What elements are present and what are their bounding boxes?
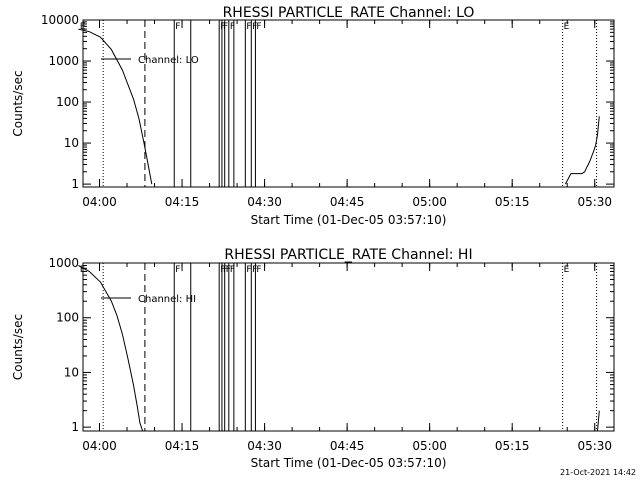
flag-label: F [220, 22, 225, 32]
flag-label: F [256, 22, 261, 32]
x-tick-label: 04:00 [82, 195, 117, 209]
x-tick-label: 04:45 [330, 195, 365, 209]
x-tick-label: 05:00 [412, 439, 447, 453]
x-tick-label: 04:15 [165, 439, 200, 453]
x-tick-label: 05:00 [412, 195, 447, 209]
y-axis-label: Counts/sec [11, 70, 25, 136]
x-axis-label: Start Time (01-Dec-05 03:57:10) [251, 456, 447, 470]
flag-label: F [175, 22, 180, 32]
y-tick-label: 1000 [48, 256, 79, 270]
flag-label: E [564, 22, 570, 32]
flag-label: E [564, 265, 570, 275]
plot-frame [82, 262, 615, 432]
x-tick-label: 05:15 [495, 195, 530, 209]
chart-title: RHESSI PARTICLE_RATE Channel: LO [223, 5, 475, 21]
x-tick-label: 04:15 [165, 195, 200, 209]
x-tick-label: 05:30 [577, 195, 612, 209]
x-tick-label: 04:45 [330, 439, 365, 453]
x-tick-label: 05:15 [495, 439, 530, 453]
flag-label: F [252, 265, 257, 275]
hi-channel-panel: RHESSI PARTICLE_RATE Channel: HI 04:00 04:… [11, 247, 615, 470]
flag-label: F [220, 265, 225, 275]
x-tick-label: 04:30 [247, 195, 282, 209]
flag-label: F [230, 22, 235, 32]
y-tick-label: 10000 [41, 13, 79, 27]
flag-label: F [252, 22, 257, 32]
y-tick-label: 10 [64, 365, 79, 379]
flag-label: E [80, 22, 86, 32]
y-axis-label: Counts/sec [11, 314, 25, 380]
flag-label: F [246, 22, 251, 32]
footer-timestamp: 21-Oct-2021 14:42 [560, 468, 636, 477]
series-line [78, 28, 153, 185]
flag-label: F [246, 265, 251, 275]
y-tick-label: 1000 [48, 54, 79, 68]
legend-label: Channel: LO [138, 55, 199, 66]
y-tick-label: 1 [71, 420, 79, 434]
lo-channel-panel: RHESSI PARTICLE_RATE Channel: LO 04:00 04:… [11, 5, 615, 227]
flag-label: F [226, 265, 231, 275]
flag-label: F [223, 265, 228, 275]
flag-label: F [223, 22, 228, 32]
flag-label: E [80, 265, 86, 275]
y-tick-label: 10 [64, 136, 79, 150]
chart-title: RHESSI PARTICLE_RATE Channel: HI [224, 247, 472, 263]
y-tick-label: 100 [56, 311, 79, 325]
series-line [597, 410, 600, 432]
legend-label: Channel: HI [138, 294, 196, 305]
flag-label: F [175, 265, 180, 275]
x-tick-label: 04:00 [82, 439, 117, 453]
flag-label: F [256, 265, 261, 275]
flag-label: F [230, 265, 235, 275]
y-tick-label: 1 [71, 177, 79, 191]
x-tick-label: 05:30 [577, 439, 612, 453]
plot-frame [82, 19, 615, 188]
x-axis-label: Start Time (01-Dec-05 03:57:10) [251, 213, 447, 227]
y-tick-label: 100 [56, 95, 79, 109]
x-tick-label: 04:30 [247, 439, 282, 453]
series-line [564, 116, 600, 185]
series-line [78, 265, 144, 432]
